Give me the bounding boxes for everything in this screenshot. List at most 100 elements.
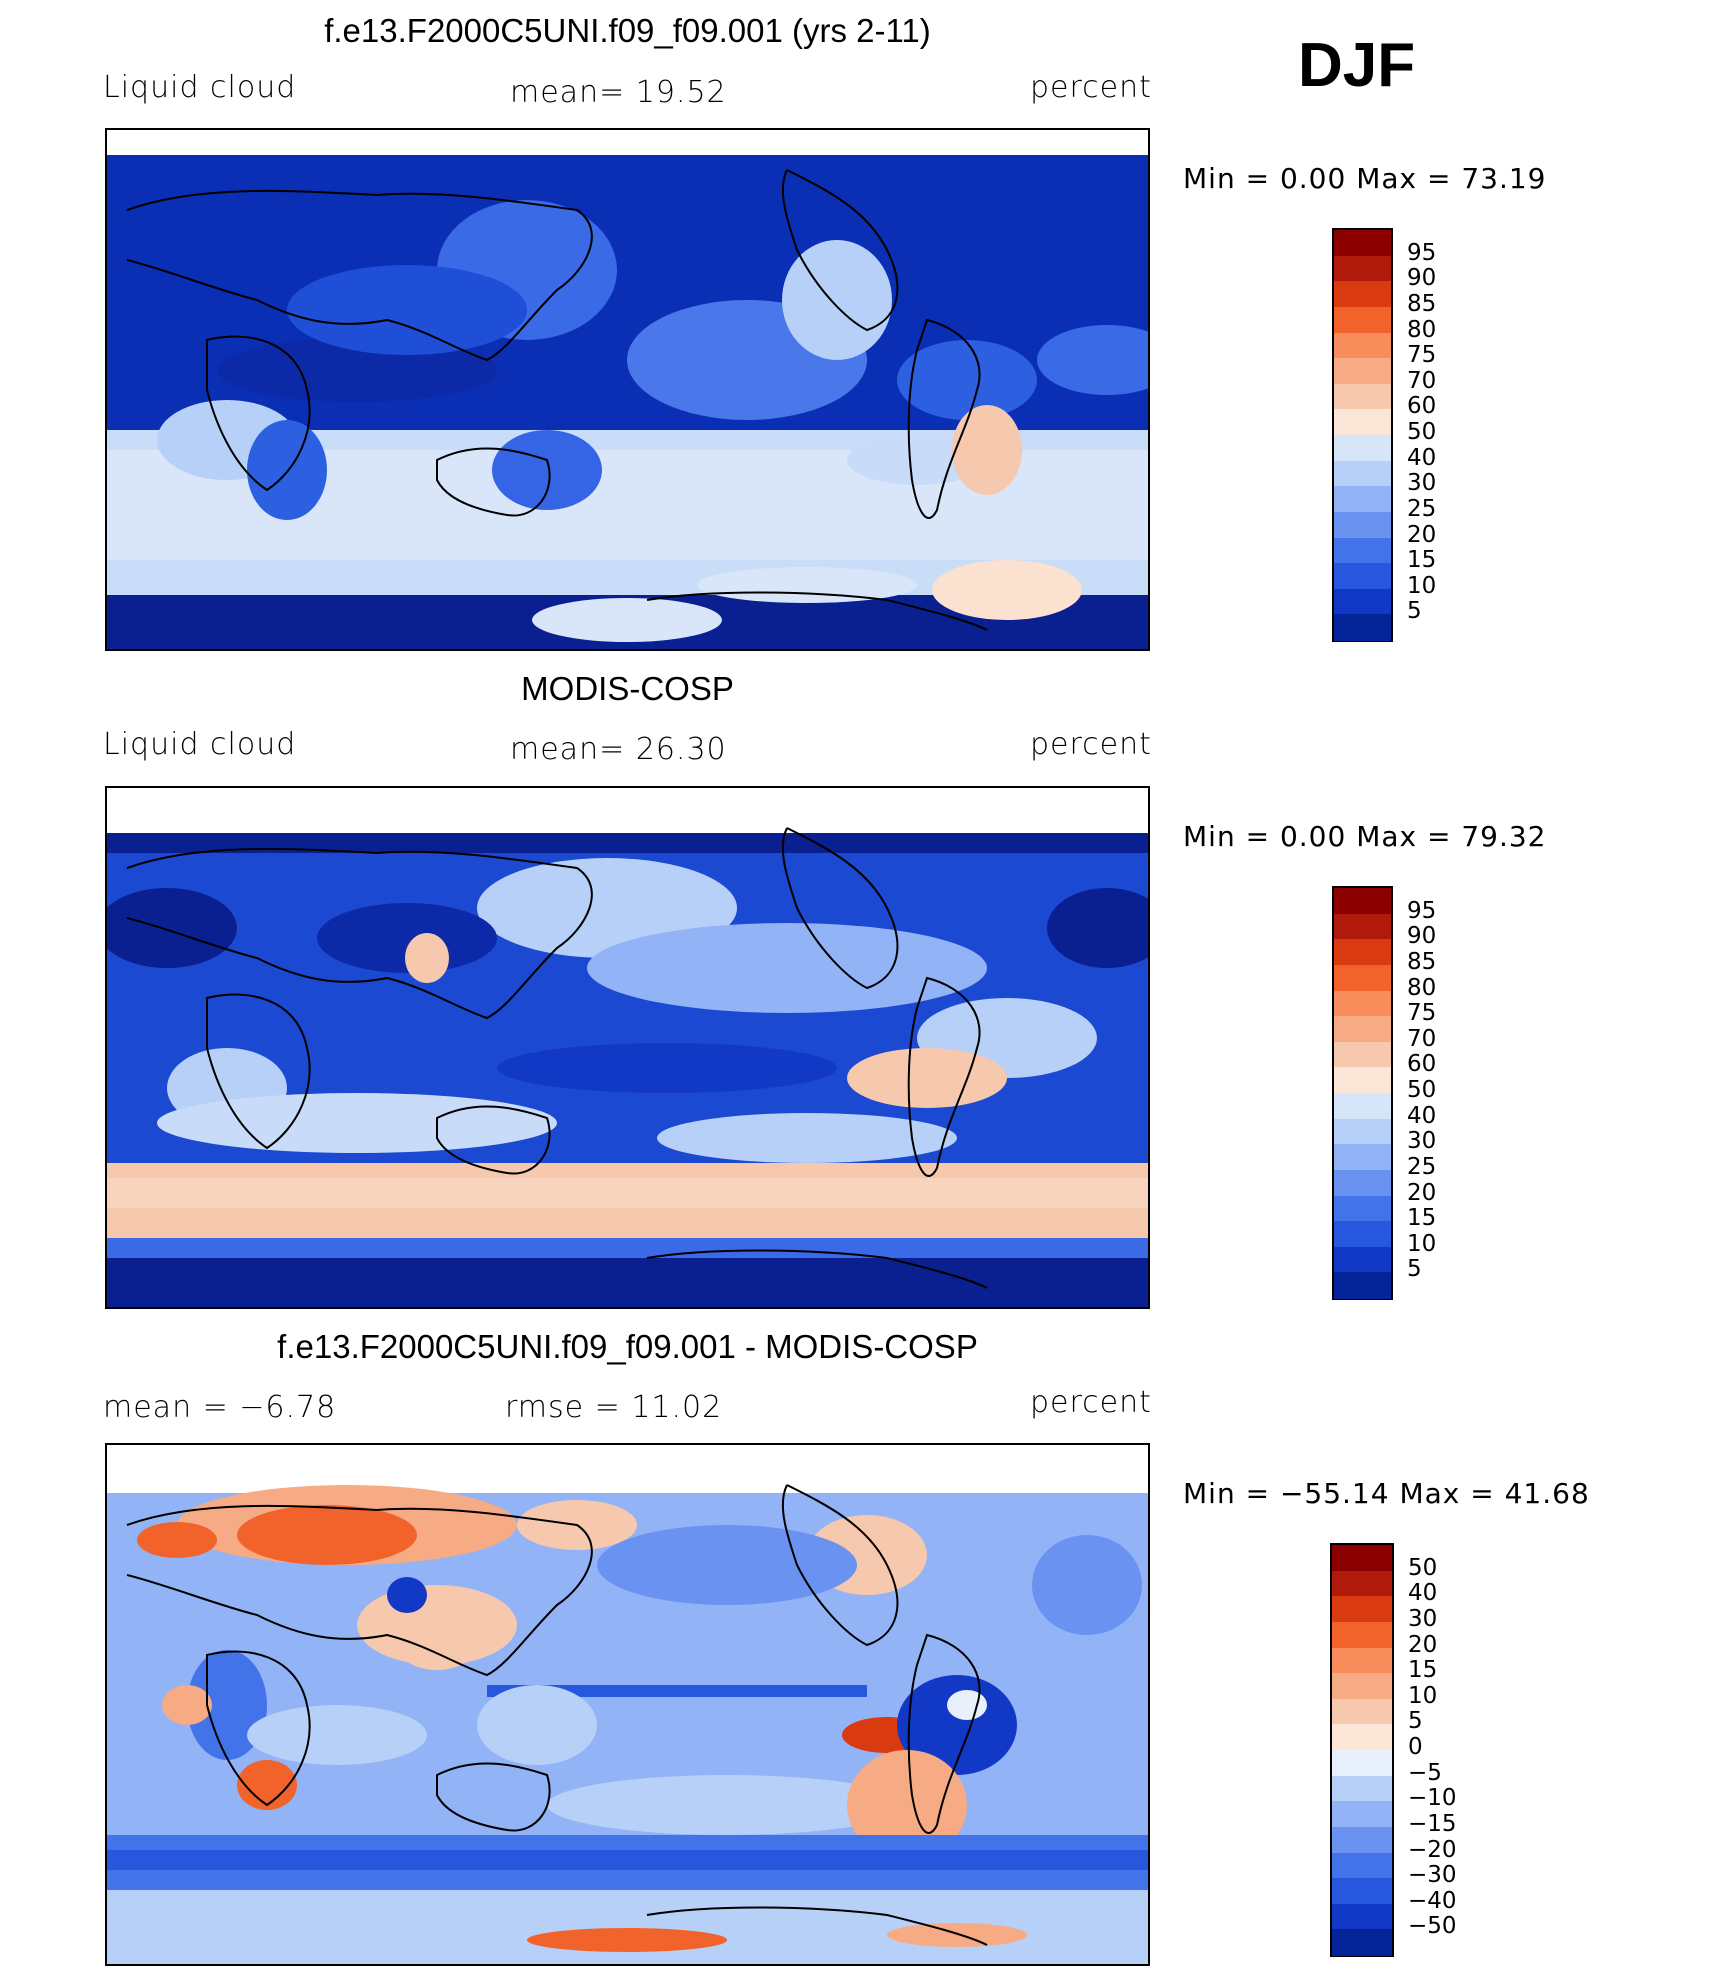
colorbar-swatch [1334,563,1391,590]
colorbar-tick-label: 50 [1407,419,1437,445]
colorbar-tick-label: 80 [1407,316,1437,343]
panel3-mean: mean = −6.78 [103,1390,337,1425]
colorbar-swatch [1334,281,1391,308]
colorbar-swatch [1332,1647,1392,1674]
colorbar-swatch [1332,1673,1392,1700]
colorbar-tick-label: 25 [1407,1153,1437,1180]
colorbar-tick-label: −5 [1408,1759,1442,1786]
colorbar-swatch [1334,1067,1391,1094]
colorbar-swatch [1334,1169,1391,1196]
panel2-colorbar [1332,886,1393,1300]
colorbar-tick-label: 80 [1407,974,1437,1001]
panel2-map-field [107,788,1148,1307]
panel2-mean: mean= 26.30 [510,732,727,767]
colorbar-tick-label: 5 [1407,1256,1422,1283]
colorbar-swatch [1334,255,1391,282]
panel2-title: MODIS-COSP [521,670,734,707]
colorbar-tick-label: 30 [1408,1605,1438,1632]
colorbar-swatch [1334,486,1391,513]
panel3-title: f.e13.F2000C5UNI.f09_f09.001 - MODIS-COS… [277,1328,978,1365]
panel1-map-field [107,130,1148,649]
colorbar-swatch [1334,888,1391,915]
colorbar-tick-label: 25 [1407,495,1437,522]
colorbar-swatch [1332,1852,1392,1879]
colorbar-swatch [1334,1246,1391,1273]
colorbar-tick-label: 15 [1407,1205,1437,1232]
colorbar-tick-label: 15 [1407,547,1437,574]
colorbar-swatch [1332,1724,1392,1751]
colorbar-tick-label: 90 [1407,923,1437,950]
panel1-colorbar [1332,228,1393,642]
colorbar-swatch [1334,383,1391,410]
colorbar-tick-label: 95 [1407,239,1437,266]
colorbar-swatch [1334,537,1391,564]
colorbar-swatch [1334,358,1391,385]
colorbar-swatch [1332,1596,1392,1623]
panel2-units: percent [1030,727,1152,762]
colorbar-tick-label: 75 [1407,1000,1437,1027]
colorbar-swatch [1334,1195,1391,1222]
colorbar-swatch [1332,1545,1392,1572]
colorbar-swatch [1334,1221,1391,1248]
colorbar-tick-label: 50 [1408,1554,1438,1581]
colorbar-swatch [1334,588,1391,615]
colorbar-swatch [1332,1878,1392,1905]
panel2-map [105,786,1150,1309]
colorbar-swatch [1334,1093,1391,1120]
colorbar-tick-label: 85 [1407,948,1437,975]
colorbar-tick-label: 60 [1407,1051,1437,1078]
colorbar-swatch [1334,913,1391,940]
panel1-title: f.e13.F2000C5UNI.f09_f09.001 (yrs 2-11) [324,12,931,49]
colorbar-tick-label: 15 [1408,1657,1438,1684]
panel3-rmse: rmse = 11.02 [505,1390,723,1425]
colorbar-swatch [1334,614,1391,641]
colorbar-tick-label: 5 [1407,598,1422,625]
colorbar-tick-label: 90 [1407,265,1437,292]
season-label: DJF [1298,31,1416,100]
colorbar-tick-label: −15 [1408,1810,1457,1837]
colorbar-swatch [1332,1698,1392,1725]
colorbar-tick-label: 20 [1408,1631,1438,1658]
colorbar-tick-label: 50 [1407,1077,1437,1103]
colorbar-tick-label: 60 [1407,393,1437,420]
colorbar-tick-label: 10 [1407,1230,1437,1257]
colorbar-swatch [1332,1826,1392,1853]
colorbar-tick-label: 95 [1407,897,1437,924]
panel1-mean: mean= 19.52 [510,75,727,110]
colorbar-swatch [1332,1801,1392,1828]
panel1-minmax: Min = 0.00 Max = 73.19 [1183,162,1547,195]
colorbar-swatch [1334,511,1391,538]
colorbar-swatch [1334,1016,1391,1043]
panel3-units: percent [1030,1385,1152,1420]
colorbar-tick-label: 40 [1407,444,1437,471]
colorbar-swatch [1334,306,1391,333]
colorbar-tick-label: −30 [1408,1862,1457,1889]
colorbar-tick-label: 20 [1407,1179,1437,1206]
colorbar-tick-label: 70 [1407,1025,1437,1052]
colorbar-tick-label: 0 [1408,1734,1423,1760]
colorbar-swatch [1334,435,1391,462]
panel2-variable-label: Liquid cloud [103,727,297,762]
colorbar-swatch [1332,1621,1392,1648]
colorbar-swatch [1334,1118,1391,1145]
colorbar-tick-label: 70 [1407,367,1437,394]
colorbar-tick-label: 85 [1407,290,1437,317]
colorbar-tick-label: −20 [1408,1836,1457,1863]
colorbar-swatch [1334,332,1391,359]
panel3-map [105,1443,1150,1966]
panel2-minmax: Min = 0.00 Max = 79.32 [1183,820,1547,853]
colorbar-swatch [1334,230,1391,257]
colorbar-tick-label: 40 [1408,1580,1438,1607]
colorbar-swatch [1334,1041,1391,1068]
colorbar-swatch [1332,1903,1392,1930]
colorbar-swatch [1334,964,1391,991]
colorbar-swatch [1334,1272,1391,1299]
colorbar-swatch [1332,1929,1392,1956]
colorbar-tick-label: 10 [1407,572,1437,599]
panel3-minmax: Min = −55.14 Max = 41.68 [1183,1477,1590,1510]
colorbar-swatch [1334,1144,1391,1171]
panel1-variable-label: Liquid cloud [103,70,297,105]
colorbar-tick-label: 75 [1407,342,1437,369]
colorbar-tick-label: −10 [1408,1785,1457,1812]
panel1-map [105,128,1150,651]
